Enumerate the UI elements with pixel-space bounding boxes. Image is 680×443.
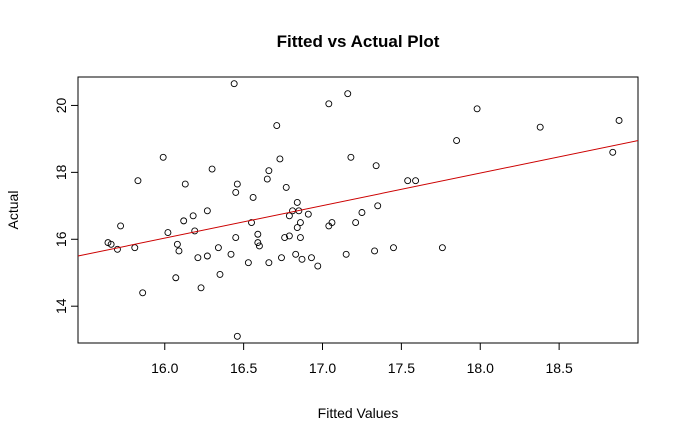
data-point xyxy=(453,137,461,145)
x-tick-label: 17.0 xyxy=(309,360,336,376)
data-point xyxy=(308,254,315,262)
data-point xyxy=(197,284,205,292)
data-point xyxy=(172,274,180,282)
data-point xyxy=(404,177,412,185)
data-point xyxy=(296,234,304,242)
data-points xyxy=(104,80,623,340)
data-point xyxy=(282,183,290,191)
data-point xyxy=(254,230,262,238)
data-point xyxy=(230,80,238,88)
y-tick-label: 18 xyxy=(53,164,69,180)
data-point xyxy=(139,289,147,297)
data-point xyxy=(180,217,188,225)
chart-title: Fitted vs Actual Plot xyxy=(277,32,440,51)
data-point xyxy=(255,242,263,250)
data-point xyxy=(113,245,121,253)
data-point xyxy=(296,219,304,226)
plot-frame xyxy=(77,76,639,344)
data-point xyxy=(314,262,322,270)
fit-line xyxy=(77,140,639,257)
data-point xyxy=(263,175,271,183)
data-point xyxy=(285,232,293,240)
data-point xyxy=(227,250,235,258)
y-axis: 14 16 18 20 xyxy=(53,97,79,314)
data-point xyxy=(248,219,255,226)
y-tick-label: 14 xyxy=(53,298,69,314)
data-point xyxy=(208,165,216,173)
x-tick-label: 18.0 xyxy=(467,360,494,376)
data-point xyxy=(390,244,397,252)
y-tick-label: 20 xyxy=(53,97,69,113)
data-point xyxy=(181,180,189,188)
data-point xyxy=(473,105,481,113)
data-point xyxy=(412,177,420,185)
data-point xyxy=(281,234,289,242)
data-point xyxy=(189,212,197,220)
data-point xyxy=(191,227,199,235)
data-point xyxy=(216,270,224,278)
data-point xyxy=(289,207,296,215)
data-point xyxy=(371,247,379,255)
data-point xyxy=(344,90,352,98)
data-point xyxy=(233,180,241,188)
x-axis-label: Fitted Values xyxy=(318,405,399,421)
data-point xyxy=(273,122,281,129)
data-point xyxy=(117,222,125,230)
data-point xyxy=(438,244,446,252)
data-point xyxy=(194,254,202,262)
data-point xyxy=(214,244,222,252)
data-point xyxy=(374,202,382,210)
data-point xyxy=(233,332,241,340)
data-point xyxy=(609,148,617,156)
data-point xyxy=(298,255,306,263)
data-point xyxy=(293,199,301,206)
data-point xyxy=(276,155,284,163)
data-point xyxy=(358,209,366,216)
x-tick-label: 16.5 xyxy=(230,360,257,376)
x-axis: 16.0 16.5 17.0 17.5 18.0 18.5 xyxy=(151,342,573,376)
data-point xyxy=(328,219,336,226)
y-axis-label: Actual xyxy=(5,191,21,230)
data-point xyxy=(536,123,544,131)
data-point xyxy=(203,207,211,215)
data-point xyxy=(244,259,252,267)
data-point xyxy=(265,259,273,267)
y-tick-label: 16 xyxy=(53,231,69,247)
data-point xyxy=(293,224,301,232)
data-point xyxy=(159,153,167,161)
x-tick-label: 18.5 xyxy=(546,360,573,376)
data-point xyxy=(131,244,139,252)
data-point xyxy=(232,188,240,196)
data-point xyxy=(203,252,211,260)
data-point xyxy=(278,254,285,262)
data-point xyxy=(342,250,350,258)
fit-line-group xyxy=(77,140,639,257)
data-point xyxy=(292,250,300,258)
data-point xyxy=(372,162,380,170)
x-tick-label: 17.5 xyxy=(388,360,415,376)
data-point xyxy=(249,194,257,201)
data-point xyxy=(164,229,172,237)
data-point xyxy=(352,219,360,226)
data-point xyxy=(107,240,115,248)
data-point xyxy=(134,177,142,185)
data-point xyxy=(325,100,333,108)
data-point xyxy=(173,240,181,248)
data-point xyxy=(615,117,623,124)
data-point xyxy=(232,234,240,242)
data-point xyxy=(175,247,183,255)
data-point xyxy=(265,167,273,175)
data-point xyxy=(304,210,312,218)
data-point xyxy=(347,153,355,161)
x-tick-label: 16.0 xyxy=(151,360,178,376)
data-point xyxy=(254,239,262,247)
